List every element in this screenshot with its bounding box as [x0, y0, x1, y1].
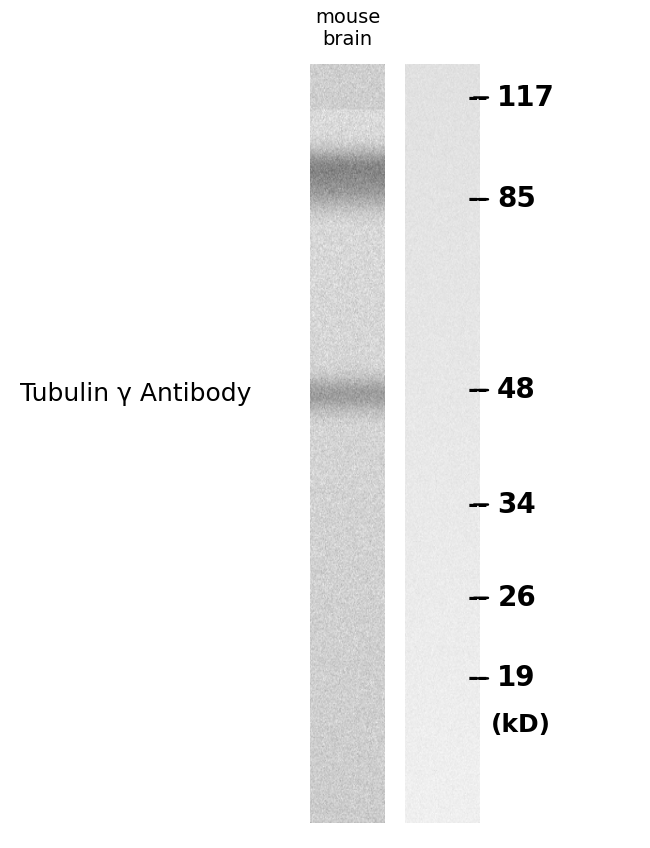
- Text: --: --: [468, 493, 489, 516]
- Text: --: --: [468, 586, 489, 610]
- Text: --: --: [468, 378, 489, 402]
- Text: 85: 85: [497, 185, 536, 214]
- Text: 19: 19: [497, 664, 536, 693]
- Text: mouse
brain: mouse brain: [315, 8, 380, 49]
- Text: 48: 48: [497, 376, 536, 404]
- Text: Tubulin γ Antibody: Tubulin γ Antibody: [20, 382, 251, 406]
- Text: 34: 34: [497, 490, 536, 519]
- Text: --: --: [468, 187, 489, 211]
- Text: 117: 117: [497, 83, 555, 112]
- Text: --: --: [468, 86, 489, 109]
- Text: 26: 26: [497, 583, 536, 612]
- Text: (kD): (kD): [491, 713, 551, 737]
- Text: --: --: [468, 667, 489, 690]
